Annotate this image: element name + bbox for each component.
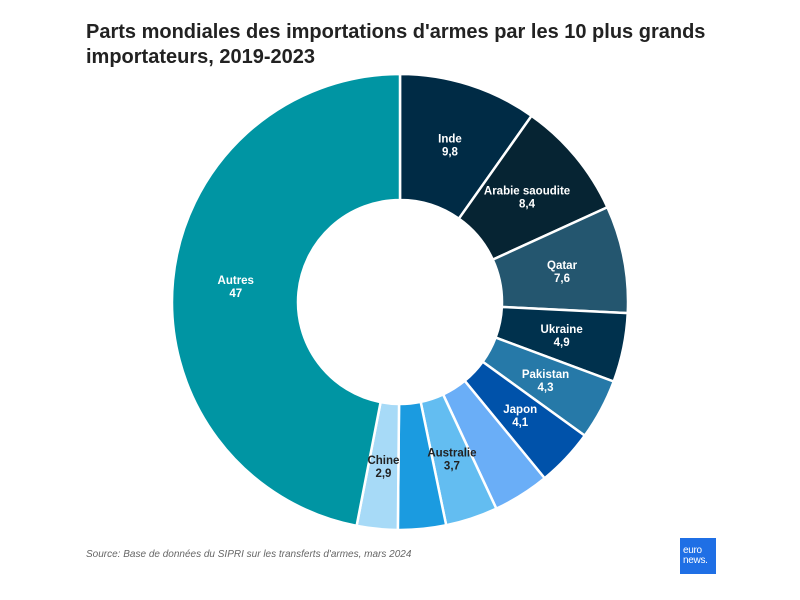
logo-line-2: news. bbox=[683, 555, 708, 566]
slice-label-9: Chine 2,9 bbox=[367, 455, 399, 480]
slice-label-1: Arabie saoudite 8,4 bbox=[484, 186, 570, 211]
slice-10 bbox=[170, 72, 402, 528]
slice-label-3: Ukraine 4,9 bbox=[541, 324, 583, 349]
slice-label-7: Australie 3,7 bbox=[427, 448, 476, 473]
slice-label-4: Pakistan 4,3 bbox=[522, 369, 569, 394]
chart-title: Parts mondiales des importations d'armes… bbox=[86, 21, 706, 68]
source-note: Source: Base de données du SIPRI sur les… bbox=[86, 549, 412, 560]
slice-label-5: Japon 4,1 bbox=[503, 404, 537, 429]
slice-label-2: Qatar 7,6 bbox=[547, 260, 578, 285]
slice-label-0: Inde 9,8 bbox=[438, 134, 462, 159]
euronews-logo: euro news. bbox=[680, 538, 716, 574]
logo-line-1: euro bbox=[683, 545, 702, 556]
slice-label-10: Autres 47 bbox=[218, 275, 254, 300]
